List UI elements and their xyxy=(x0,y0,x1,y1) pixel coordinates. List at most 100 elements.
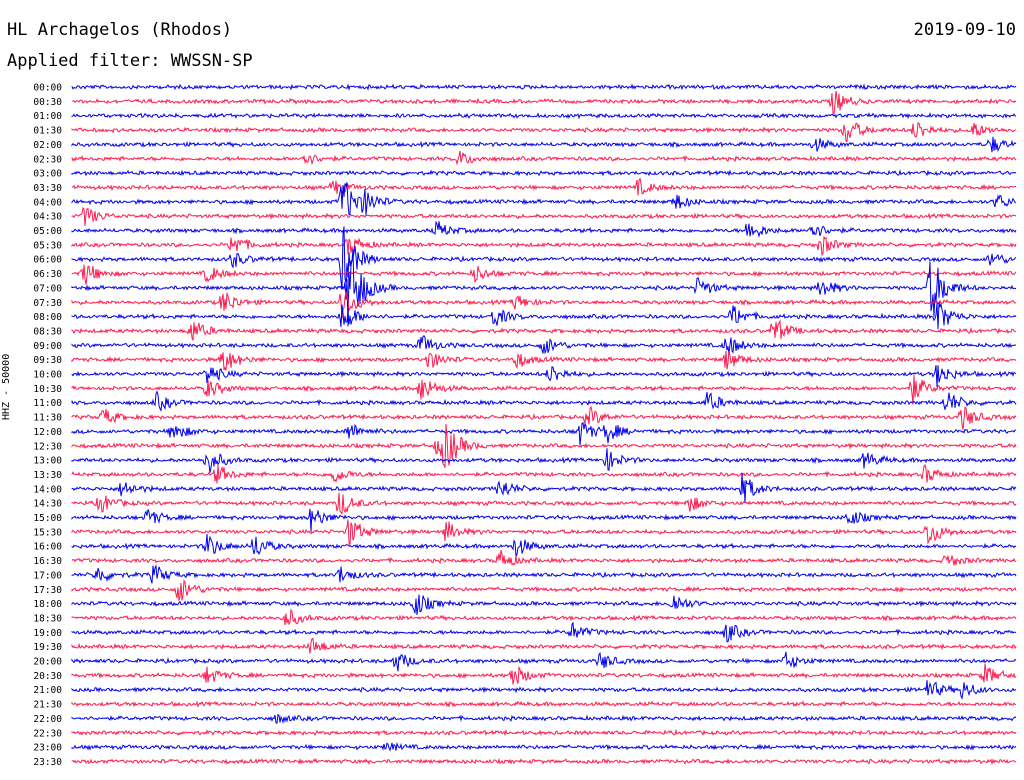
time-label: 01:00 xyxy=(33,111,62,122)
trace-line xyxy=(71,594,1017,616)
time-label: 12:00 xyxy=(33,427,62,438)
trace-line xyxy=(71,169,1017,177)
time-label: 03:30 xyxy=(33,183,62,194)
time-label: 00:30 xyxy=(33,97,62,108)
time-label: 18:00 xyxy=(33,599,62,610)
trace-line xyxy=(71,700,1017,708)
time-label: 10:30 xyxy=(33,384,62,395)
chart-date: 2019-09-10 xyxy=(913,20,1016,40)
trace-line xyxy=(71,335,1017,355)
trace-line xyxy=(71,421,1017,446)
time-label: 08:30 xyxy=(33,326,62,337)
time-label: 18:30 xyxy=(33,613,62,624)
time-label: 16:00 xyxy=(33,542,62,553)
time-label: 06:30 xyxy=(33,269,62,280)
time-label: 09:30 xyxy=(33,355,62,366)
time-label: 09:00 xyxy=(33,341,62,352)
trace-line xyxy=(71,122,1017,143)
trace-line xyxy=(71,405,1017,430)
time-label: 19:30 xyxy=(33,642,62,653)
trace-line xyxy=(71,207,1017,226)
trace-line xyxy=(71,448,1017,473)
time-label: 02:30 xyxy=(33,154,62,165)
trace-line xyxy=(71,90,1017,115)
time-label: 07:00 xyxy=(33,283,62,294)
trace-line xyxy=(71,637,1017,654)
trace-line xyxy=(71,508,1017,532)
trace-line xyxy=(71,249,1017,327)
trace-line xyxy=(71,463,1017,484)
time-label: 21:30 xyxy=(33,700,62,711)
trace-line xyxy=(71,83,1017,91)
time-label: 12:30 xyxy=(33,441,62,452)
trace-line xyxy=(71,136,1017,153)
trace-line xyxy=(71,150,1017,166)
time-label: 04:00 xyxy=(33,197,62,208)
time-label: 15:30 xyxy=(33,527,62,538)
trace-line xyxy=(71,350,1017,371)
time-label: 14:30 xyxy=(33,499,62,510)
trace-line xyxy=(71,226,1017,290)
time-label: 08:00 xyxy=(33,312,62,323)
time-label: 21:00 xyxy=(33,685,62,696)
trace-line xyxy=(71,301,1017,330)
trace-line xyxy=(71,680,1017,700)
time-label: 20:00 xyxy=(33,657,62,668)
trace-line xyxy=(71,492,1017,515)
time-label: 01:30 xyxy=(33,126,62,137)
trace-line xyxy=(71,264,1017,285)
time-label: 05:30 xyxy=(33,240,62,251)
time-label: 02:00 xyxy=(33,140,62,151)
time-label: 10:00 xyxy=(33,370,62,381)
chart-title: HL Archagelos (Rhodos) xyxy=(7,20,233,40)
trace-line xyxy=(71,519,1017,547)
trace-line xyxy=(71,651,1017,672)
trace-line xyxy=(71,423,1017,469)
time-label: 04:30 xyxy=(33,212,62,223)
time-label: 03:00 xyxy=(33,169,62,180)
trace-line xyxy=(71,728,1017,737)
time-label: 23:00 xyxy=(33,743,62,754)
time-label: 07:30 xyxy=(33,298,62,309)
time-label: 00:00 xyxy=(33,83,62,94)
time-label: 22:00 xyxy=(33,714,62,725)
trace-line xyxy=(71,390,1017,412)
filter-label: Applied filter: WWSSN-SP xyxy=(7,51,253,71)
time-label: 13:30 xyxy=(33,470,62,481)
trace-line xyxy=(71,177,1017,196)
trace-line xyxy=(71,608,1017,626)
time-label: 23:30 xyxy=(33,757,62,768)
trace-line xyxy=(71,365,1017,388)
trace-line xyxy=(71,742,1017,752)
time-label: 17:00 xyxy=(33,570,62,581)
trace-line xyxy=(71,319,1017,341)
trace-line xyxy=(71,549,1017,566)
time-label: 15:00 xyxy=(33,513,62,524)
time-label: 19:00 xyxy=(33,628,62,639)
trace-line xyxy=(71,220,1017,238)
trace-line xyxy=(71,112,1017,120)
time-label: 11:00 xyxy=(33,398,62,409)
time-label: 05:00 xyxy=(33,226,62,237)
trace-line xyxy=(71,534,1017,557)
time-label: 06:00 xyxy=(33,255,62,266)
time-label: 22:30 xyxy=(33,728,62,739)
time-label: 17:30 xyxy=(33,585,62,596)
trace-line xyxy=(71,621,1017,643)
trace-line xyxy=(71,472,1017,504)
time-label: 13:00 xyxy=(33,456,62,467)
trace-line xyxy=(71,291,1017,319)
time-label: 11:30 xyxy=(33,413,62,424)
trace-line xyxy=(71,757,1017,766)
trace-line xyxy=(71,564,1017,584)
trace-line xyxy=(71,235,1017,257)
trace-line xyxy=(71,579,1017,601)
trace-line xyxy=(71,182,1017,216)
time-label: 16:30 xyxy=(33,556,62,567)
time-label: 20:30 xyxy=(33,671,62,682)
trace-line xyxy=(71,374,1017,405)
time-label: 14:00 xyxy=(33,484,62,495)
trace-line xyxy=(71,713,1017,724)
trace-line xyxy=(71,663,1017,685)
